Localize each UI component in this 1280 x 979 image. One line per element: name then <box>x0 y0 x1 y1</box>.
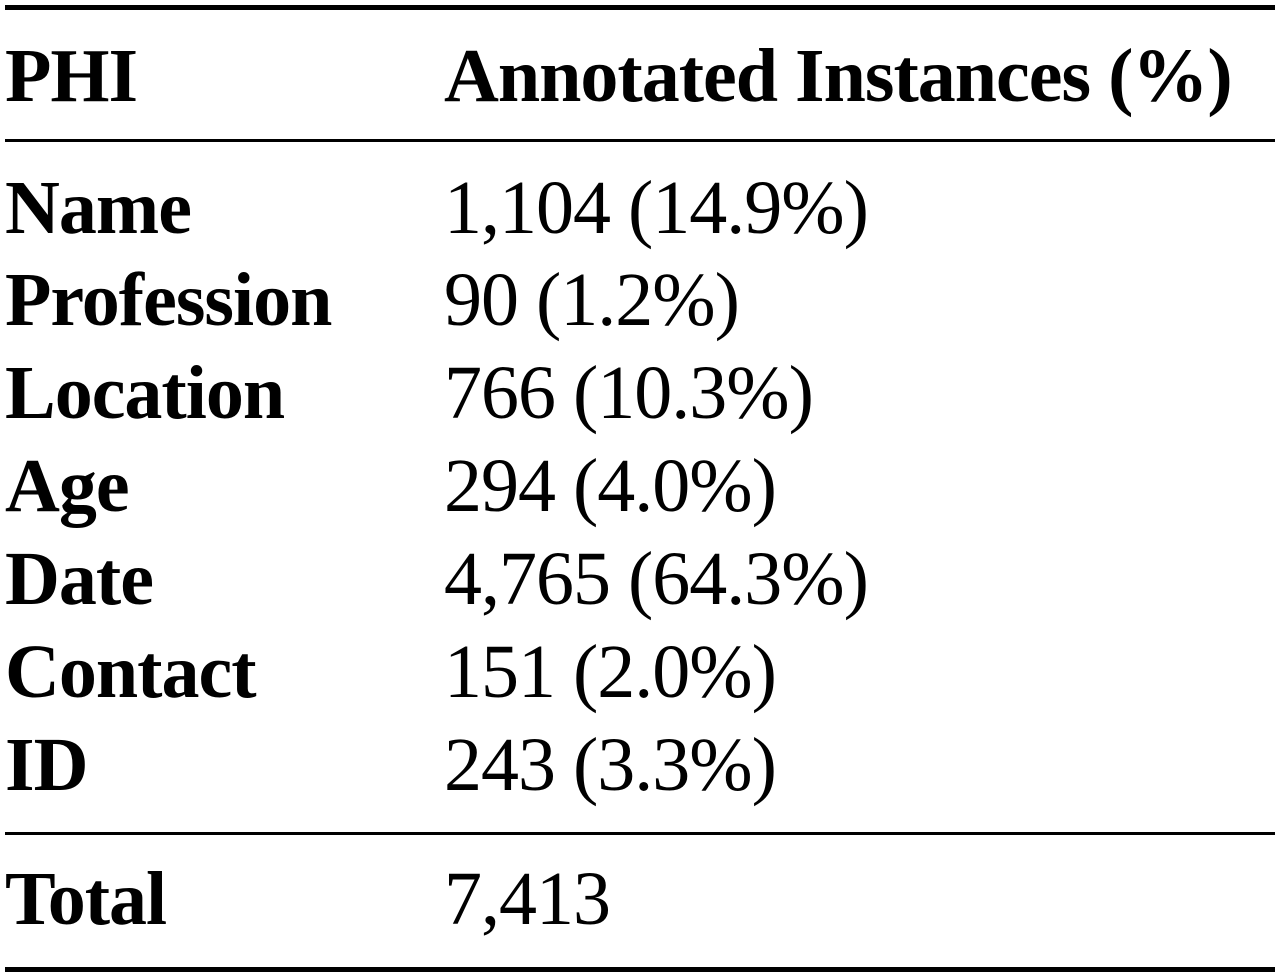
row-label-date: Date <box>5 537 154 621</box>
row-value-date: 4,765 (64.3%) <box>444 537 869 621</box>
total-label: Total <box>5 857 167 941</box>
total-rule <box>5 832 1275 835</box>
row-value-id: 243 (3.3%) <box>444 723 777 807</box>
row-label-profession: Profession <box>5 258 332 342</box>
header-rule <box>5 139 1275 142</box>
header-phi: PHI <box>5 34 138 118</box>
row-label-location: Location <box>5 351 285 435</box>
row-value-profession: 90 (1.2%) <box>444 258 740 342</box>
header-annotated-instances: Annotated Instances (%) <box>444 34 1233 118</box>
row-label-contact: Contact <box>5 630 257 714</box>
row-value-contact: 151 (2.0%) <box>444 630 777 714</box>
row-value-location: 766 (10.3%) <box>444 351 814 435</box>
row-label-name: Name <box>5 166 192 250</box>
row-label-id: ID <box>5 723 88 807</box>
table-bottom-rule <box>5 967 1275 972</box>
total-value: 7,413 <box>444 857 611 941</box>
row-label-age: Age <box>5 444 130 528</box>
row-value-age: 294 (4.0%) <box>444 444 777 528</box>
table-top-rule <box>5 5 1275 10</box>
row-value-name: 1,104 (14.9%) <box>444 166 869 250</box>
